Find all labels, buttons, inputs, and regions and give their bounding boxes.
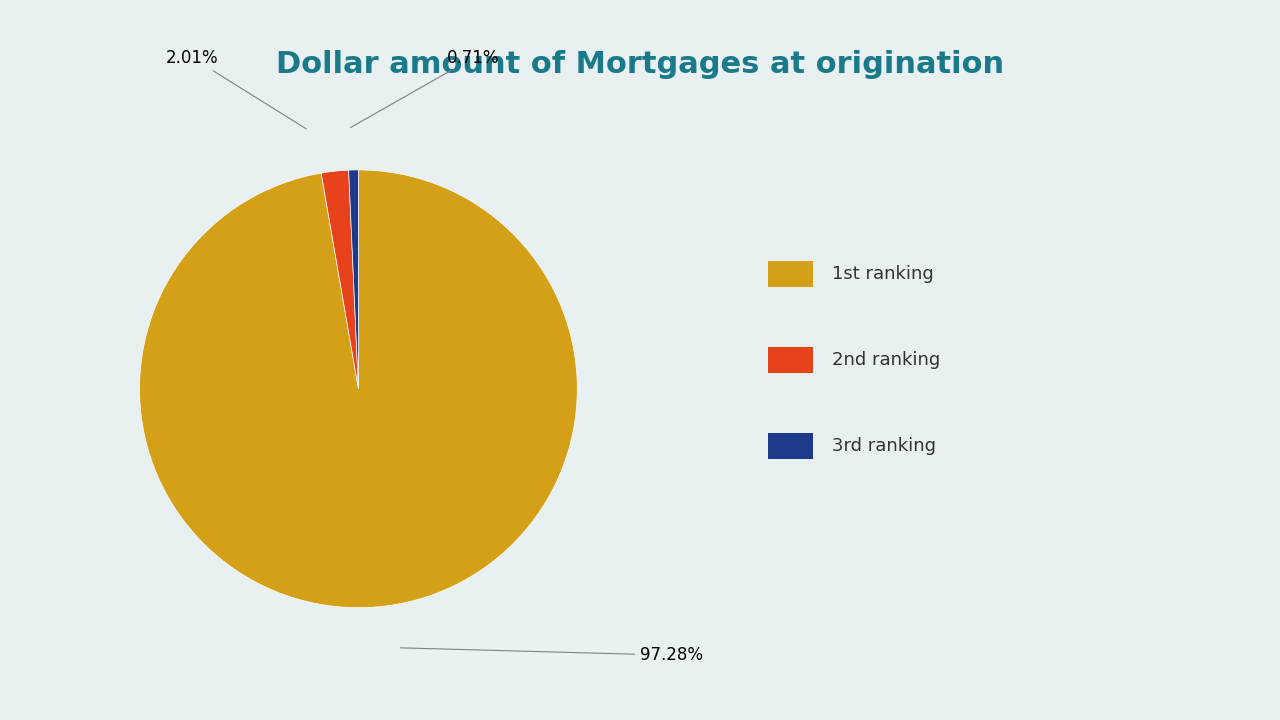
Bar — [768, 347, 813, 373]
Bar — [768, 261, 813, 287]
Text: Dollar amount of Mortgages at origination: Dollar amount of Mortgages at originatio… — [276, 50, 1004, 79]
Text: 2.01%: 2.01% — [165, 49, 306, 129]
Text: 0.71%: 0.71% — [351, 49, 500, 127]
Wedge shape — [321, 170, 358, 389]
Bar — [768, 433, 813, 459]
Text: 3rd ranking: 3rd ranking — [832, 437, 936, 455]
Wedge shape — [140, 170, 577, 608]
Wedge shape — [348, 170, 358, 389]
Text: 1st ranking: 1st ranking — [832, 265, 933, 282]
Text: 97.28%: 97.28% — [401, 647, 703, 664]
Text: 2nd ranking: 2nd ranking — [832, 351, 941, 369]
